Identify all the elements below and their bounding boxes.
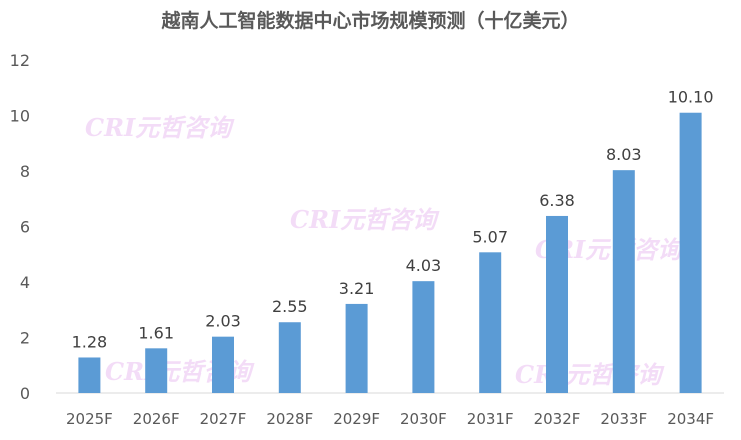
y-tick-label: 6 <box>20 218 30 237</box>
watermark: CRI元哲咨询 <box>290 205 437 234</box>
x-tick-label: 2031F <box>467 410 514 428</box>
data-label: 10.10 <box>668 88 714 107</box>
bar <box>345 303 368 393</box>
y-tick-label: 8 <box>20 162 30 181</box>
bar <box>546 215 568 393</box>
x-tick-label: 2032F <box>534 410 581 428</box>
y-tick-label: 10 <box>10 107 30 126</box>
data-label: 2.03 <box>205 312 241 331</box>
y-tick-label: 2 <box>20 329 30 348</box>
bar <box>78 357 101 393</box>
bar <box>278 322 301 393</box>
x-tick-label: 2029F <box>333 410 380 428</box>
x-tick-label: 2033F <box>600 410 647 428</box>
x-tick-label: 2028F <box>266 410 313 428</box>
watermark: CRI元哲咨询 <box>515 360 662 389</box>
y-tick-label: 12 <box>10 51 30 70</box>
chart-title: 越南人工智能数据中心市场规模预测（十亿美元） <box>161 10 580 32</box>
x-tick-label: 2030F <box>400 410 447 428</box>
x-tick-label: 2026F <box>133 410 180 428</box>
data-label: 1.28 <box>72 332 108 351</box>
watermark: CRI元哲咨询 <box>85 113 232 142</box>
x-tick-label: 2027F <box>200 410 247 428</box>
bar <box>679 112 702 393</box>
data-label: 1.61 <box>138 323 174 342</box>
data-label: 6.38 <box>539 191 575 210</box>
bar <box>612 170 635 393</box>
data-label: 4.03 <box>406 256 442 275</box>
data-label: 2.55 <box>272 297 308 316</box>
data-label: 8.03 <box>606 145 642 164</box>
y-tick-label: 0 <box>20 384 30 403</box>
bar <box>479 252 502 393</box>
bar <box>412 281 435 393</box>
data-label: 3.21 <box>339 279 375 298</box>
y-tick-label: 4 <box>20 273 30 292</box>
data-label: 5.07 <box>472 227 508 246</box>
bar <box>212 336 234 393</box>
x-tick-label: 2034F <box>667 410 714 428</box>
bar <box>145 348 168 393</box>
x-tick-label: 2025F <box>66 410 113 428</box>
